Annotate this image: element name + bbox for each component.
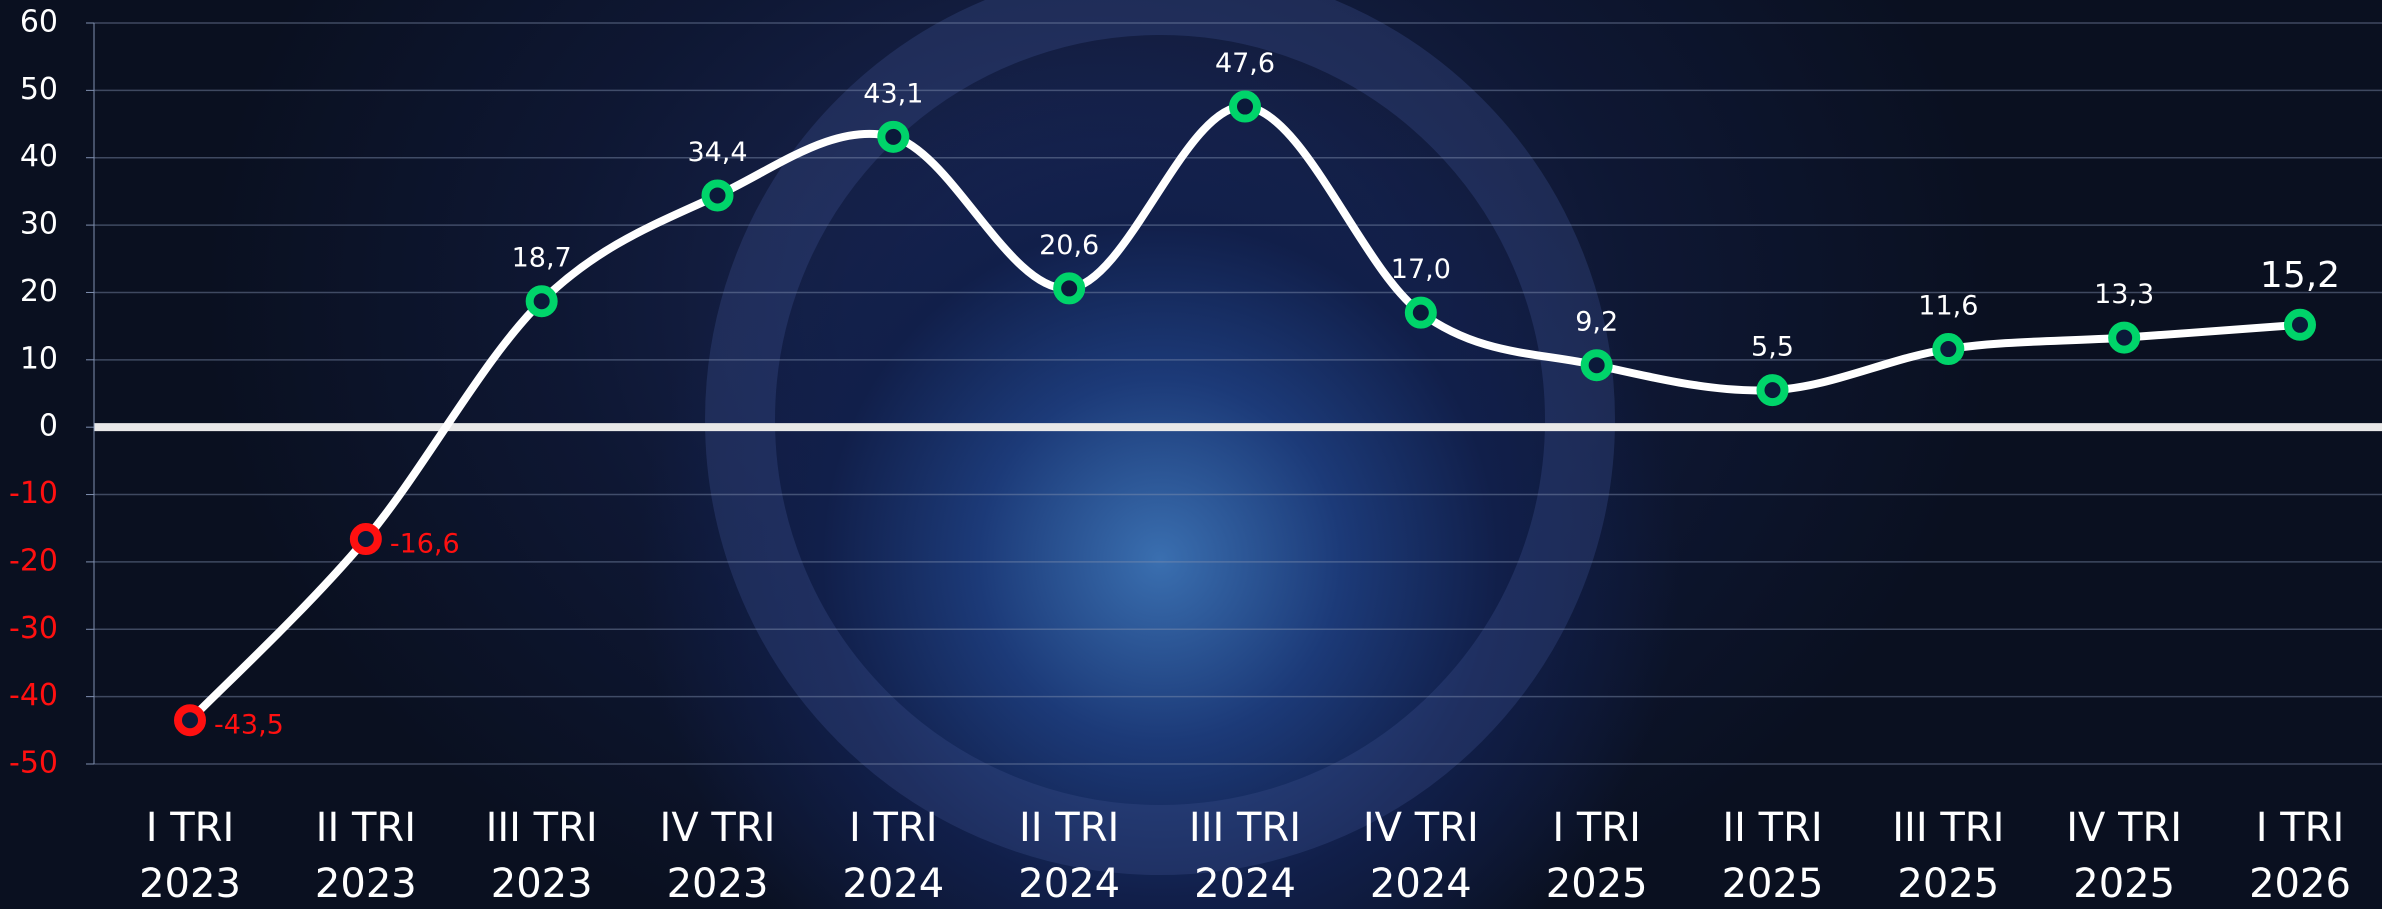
background-emblem bbox=[740, 0, 1580, 840]
value-label: 18,7 bbox=[512, 243, 572, 274]
y-tick-label: 30 bbox=[20, 207, 58, 242]
y-tick-label: 0 bbox=[39, 409, 58, 444]
value-label: 34,4 bbox=[687, 137, 747, 168]
marker bbox=[2112, 326, 2136, 350]
x-tick-label: III TRI 2024 bbox=[1160, 800, 1330, 912]
marker bbox=[1233, 95, 1257, 119]
x-tick-label: IV TRI 2025 bbox=[2039, 800, 2209, 912]
value-label: 9,2 bbox=[1575, 307, 1618, 338]
marker bbox=[1936, 337, 1960, 361]
plot: -50 -40 -30 -20 -10 0 10 20 30 40 50 60 -43,5 -16,6 18… bbox=[0, 0, 2382, 909]
value-label: 47,6 bbox=[1215, 48, 1275, 79]
x-tick-label: I TRI 2026 bbox=[2215, 800, 2382, 912]
marker bbox=[881, 125, 905, 149]
x-tick-label: II TRI 2024 bbox=[984, 800, 1154, 912]
value-label: 20,6 bbox=[1039, 230, 1099, 261]
y-tick-label: -40 bbox=[9, 678, 58, 713]
value-label: -43,5 bbox=[214, 710, 284, 741]
marker bbox=[706, 183, 730, 207]
x-tick-label: I TRI 2024 bbox=[808, 800, 978, 912]
marker bbox=[178, 708, 202, 732]
x-tick-label: II TRI 2025 bbox=[1688, 800, 1858, 912]
x-tick-label: I TRI 2023 bbox=[105, 800, 275, 912]
y-tick-label: -50 bbox=[9, 746, 58, 781]
value-label: 15,2 bbox=[2260, 255, 2340, 296]
x-tick-label: III TRI 2025 bbox=[1863, 800, 2033, 912]
y-tick-label: -30 bbox=[9, 611, 58, 646]
marker bbox=[354, 527, 378, 551]
y-tick-label: 20 bbox=[20, 274, 58, 309]
chart: -50 -40 -30 -20 -10 0 10 20 30 40 50 60 -43,5 -16,6 18… bbox=[0, 0, 2382, 909]
y-tick-label: 60 bbox=[20, 5, 58, 40]
value-label: 17,0 bbox=[1391, 254, 1451, 285]
y-tick-label: 50 bbox=[20, 72, 58, 107]
series-line bbox=[190, 106, 2300, 720]
y-tick-label: 10 bbox=[20, 341, 58, 376]
value-label: 13,3 bbox=[2094, 279, 2154, 310]
x-tick-label: II TRI 2023 bbox=[281, 800, 451, 912]
x-tick-label: I TRI 2025 bbox=[1512, 800, 1682, 912]
value-label: 11,6 bbox=[1918, 291, 1978, 322]
marker bbox=[1585, 353, 1609, 377]
marker bbox=[1057, 276, 1081, 300]
value-label: -16,6 bbox=[390, 529, 460, 560]
y-tick-label: -10 bbox=[9, 476, 58, 511]
marker bbox=[2288, 313, 2312, 337]
marker bbox=[1409, 301, 1433, 325]
marker bbox=[1761, 378, 1785, 402]
value-label: 5,5 bbox=[1751, 332, 1794, 363]
x-tick-label: IV TRI 2023 bbox=[633, 800, 803, 912]
x-tick-label: IV TRI 2024 bbox=[1336, 800, 1506, 912]
marker bbox=[530, 289, 554, 313]
y-tick-label: -20 bbox=[9, 543, 58, 578]
x-tick-label: III TRI 2023 bbox=[457, 800, 627, 912]
value-label: 43,1 bbox=[863, 78, 923, 109]
y-tick-label: 40 bbox=[20, 139, 58, 174]
